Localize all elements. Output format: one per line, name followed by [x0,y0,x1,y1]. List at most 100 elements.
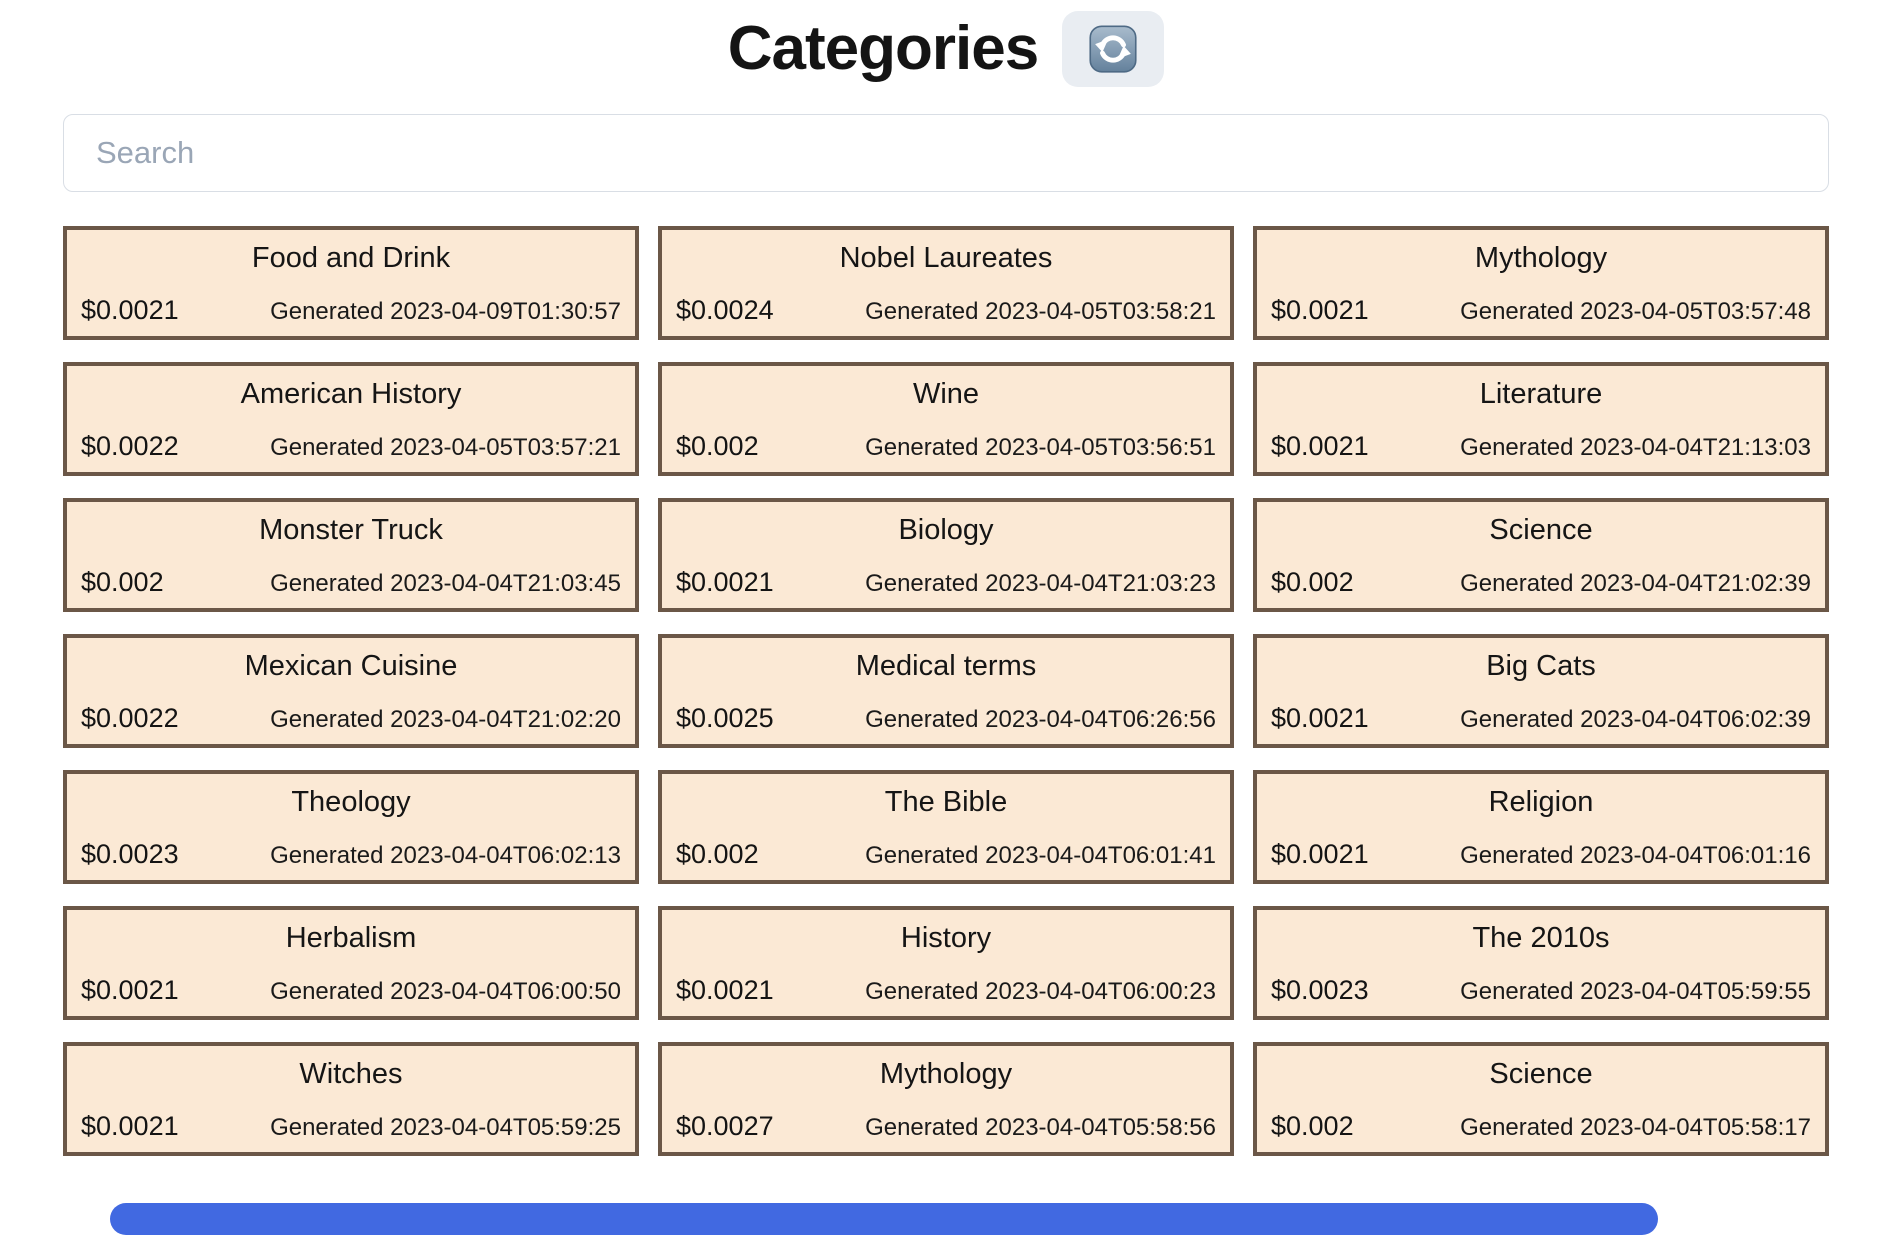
card-bottom-row: $0.0023 Generated 2023-04-04T06:02:13 [81,839,621,870]
card-generated: Generated 2023-04-04T06:01:41 [865,842,1216,869]
card-price: $0.0023 [1271,975,1369,1005]
card-price: $0.0021 [676,975,774,1005]
card-title: Herbalism [285,922,417,954]
card-title: Mythology [1474,242,1608,274]
refresh-icon [1087,23,1139,75]
card-bottom-row: $0.0025 Generated 2023-04-04T06:26:56 [676,703,1216,734]
category-card[interactable]: Theology $0.0023 Generated 2023-04-04T06… [63,770,639,884]
card-generated: Generated 2023-04-04T21:03:45 [270,570,621,597]
category-card[interactable]: Science $0.002 Generated 2023-04-04T05:5… [1253,1042,1829,1156]
card-price: $0.0025 [676,703,774,733]
card-generated: Generated 2023-04-05T03:57:21 [270,434,621,461]
card-price: $0.0021 [676,567,774,597]
card-bottom-row: $0.002 Generated 2023-04-04T06:01:41 [676,839,1216,870]
category-card[interactable]: Witches $0.0021 Generated 2023-04-04T05:… [63,1042,639,1156]
card-bottom-row: $0.002 Generated 2023-04-04T05:58:17 [1271,1111,1811,1142]
category-card[interactable]: The 2010s $0.0023 Generated 2023-04-04T0… [1253,906,1829,1020]
category-card[interactable]: Science $0.002 Generated 2023-04-04T21:0… [1253,498,1829,612]
category-card[interactable]: Medical terms $0.0025 Generated 2023-04-… [658,634,1234,748]
card-price: $0.0021 [1271,839,1369,869]
bottom-blue-bar [110,1203,1658,1235]
card-title: American History [240,378,462,410]
card-generated: Generated 2023-04-04T05:58:17 [1460,1114,1811,1141]
category-card[interactable]: Big Cats $0.0021 Generated 2023-04-04T06… [1253,634,1829,748]
card-price: $0.0021 [1271,431,1369,461]
card-price: $0.0021 [81,295,179,325]
card-bottom-row: $0.0021 Generated 2023-04-04T21:03:23 [676,567,1216,598]
page-header: Categories [0,0,1892,92]
refresh-button[interactable] [1062,11,1165,87]
card-price: $0.002 [676,431,759,461]
category-card[interactable]: Literature $0.0021 Generated 2023-04-04T… [1253,362,1829,476]
card-generated: Generated 2023-04-04T05:59:55 [1460,978,1811,1005]
card-bottom-row: $0.0027 Generated 2023-04-04T05:58:56 [676,1111,1216,1142]
card-generated: Generated 2023-04-04T06:02:13 [270,842,621,869]
card-generated: Generated 2023-04-04T05:59:25 [270,1114,621,1141]
card-price: $0.002 [81,567,164,597]
card-generated: Generated 2023-04-04T06:00:23 [865,978,1216,1005]
card-bottom-row: $0.002 Generated 2023-04-04T21:03:45 [81,567,621,598]
category-card[interactable]: Food and Drink $0.0021 Generated 2023-04… [63,226,639,340]
category-card[interactable]: Monster Truck $0.002 Generated 2023-04-0… [63,498,639,612]
card-price: $0.0021 [81,1111,179,1141]
category-card[interactable]: Mexican Cuisine $0.0022 Generated 2023-0… [63,634,639,748]
card-generated: Generated 2023-04-04T06:00:50 [270,978,621,1005]
card-title: Theology [291,786,411,818]
card-title: Science [1489,1058,1593,1090]
category-card[interactable]: Mythology $0.0027 Generated 2023-04-04T0… [658,1042,1234,1156]
card-bottom-row: $0.0021 Generated 2023-04-04T05:59:25 [81,1111,621,1142]
card-generated: Generated 2023-04-05T03:56:51 [865,434,1216,461]
card-generated: Generated 2023-04-04T21:02:39 [1460,570,1811,597]
card-title: Religion [1488,786,1594,818]
card-bottom-row: $0.0022 Generated 2023-04-05T03:57:21 [81,431,621,462]
card-title: Big Cats [1486,650,1596,682]
card-generated: Generated 2023-04-04T05:58:56 [865,1114,1216,1141]
card-generated: Generated 2023-04-09T01:30:57 [270,298,621,325]
category-card[interactable]: Nobel Laureates $0.0024 Generated 2023-0… [658,226,1234,340]
card-generated: Generated 2023-04-04T06:02:39 [1460,706,1811,733]
category-card[interactable]: History $0.0021 Generated 2023-04-04T06:… [658,906,1234,1020]
card-bottom-row: $0.002 Generated 2023-04-05T03:56:51 [676,431,1216,462]
card-generated: Generated 2023-04-04T06:01:16 [1460,842,1811,869]
category-grid: Food and Drink $0.0021 Generated 2023-04… [63,226,1829,1156]
category-card[interactable]: Religion $0.0021 Generated 2023-04-04T06… [1253,770,1829,884]
card-price: $0.0022 [81,431,179,461]
card-price: $0.002 [1271,1111,1354,1141]
search-bar [63,114,1829,192]
card-price: $0.0027 [676,1111,774,1141]
card-bottom-row: $0.0021 Generated 2023-04-04T21:13:03 [1271,431,1811,462]
category-card[interactable]: Mythology $0.0021 Generated 2023-04-05T0… [1253,226,1829,340]
card-generated: Generated 2023-04-04T21:13:03 [1460,434,1811,461]
card-title: The Bible [884,786,1008,818]
card-price: $0.002 [676,839,759,869]
card-price: $0.002 [1271,567,1354,597]
page-title: Categories [727,14,1039,84]
card-generated: Generated 2023-04-04T06:26:56 [865,706,1216,733]
card-generated: Generated 2023-04-05T03:57:48 [1460,298,1811,325]
category-card[interactable]: Herbalism $0.0021 Generated 2023-04-04T0… [63,906,639,1020]
category-card[interactable]: American History $0.0022 Generated 2023-… [63,362,639,476]
card-bottom-row: $0.0021 Generated 2023-04-04T06:01:16 [1271,839,1811,870]
card-title: The 2010s [1472,922,1610,954]
card-price: $0.0023 [81,839,179,869]
card-bottom-row: $0.0021 Generated 2023-04-04T06:02:39 [1271,703,1811,734]
category-card[interactable]: The Bible $0.002 Generated 2023-04-04T06… [658,770,1234,884]
card-title: Mexican Cuisine [244,650,458,682]
card-bottom-row: $0.0021 Generated 2023-04-04T06:00:23 [676,975,1216,1006]
card-title: Monster Truck [259,514,443,546]
card-price: $0.0024 [676,295,774,325]
card-bottom-row: $0.0021 Generated 2023-04-09T01:30:57 [81,295,621,326]
card-bottom-row: $0.0021 Generated 2023-04-05T03:57:48 [1271,295,1811,326]
search-input[interactable] [63,114,1829,192]
card-bottom-row: $0.002 Generated 2023-04-04T21:02:39 [1271,567,1811,598]
card-bottom-row: $0.0022 Generated 2023-04-04T21:02:20 [81,703,621,734]
card-title: Witches [299,1058,403,1090]
card-title: Science [1489,514,1593,546]
card-price: $0.0021 [1271,295,1369,325]
card-generated: Generated 2023-04-04T21:02:20 [270,706,621,733]
card-title: Food and Drink [251,242,451,274]
category-card[interactable]: Wine $0.002 Generated 2023-04-05T03:56:5… [658,362,1234,476]
card-price: $0.0022 [81,703,179,733]
card-generated: Generated 2023-04-04T21:03:23 [865,570,1216,597]
category-card[interactable]: Biology $0.0021 Generated 2023-04-04T21:… [658,498,1234,612]
